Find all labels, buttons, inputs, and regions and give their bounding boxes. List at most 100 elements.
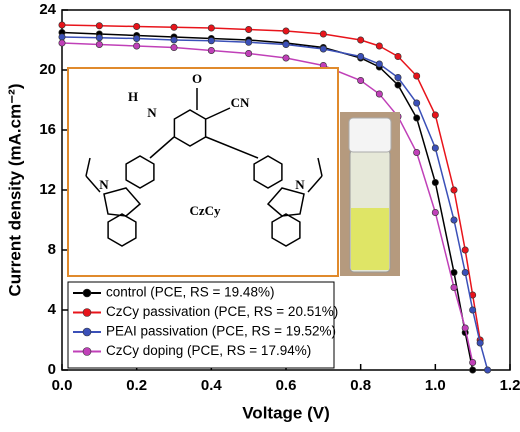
data-point	[450, 268, 458, 276]
data-point	[394, 81, 402, 89]
x-tick-label: 0.4	[201, 377, 223, 394]
data-point	[375, 90, 383, 98]
data-point	[450, 216, 458, 224]
atom-label: H	[128, 89, 138, 104]
ring	[107, 213, 137, 247]
ring	[103, 187, 142, 217]
inset: O H N CN CzCy N N	[67, 67, 400, 277]
x-tick-label: 0.0	[52, 377, 73, 394]
data-point	[413, 99, 421, 107]
data-point	[319, 30, 327, 38]
data-point	[431, 179, 439, 187]
x-tick-label: 0.2	[126, 377, 147, 394]
data-point	[133, 22, 141, 30]
data-point	[133, 34, 141, 42]
legend-marker	[82, 327, 92, 337]
data-point	[207, 37, 215, 45]
data-point	[394, 74, 402, 82]
y-tick-label: 0	[48, 361, 56, 378]
data-point	[394, 52, 402, 60]
data-point	[282, 54, 290, 62]
atom-label: N	[99, 177, 109, 192]
vial-liquid	[351, 208, 389, 270]
ring	[253, 155, 283, 189]
y-tick-label: 16	[39, 121, 56, 138]
data-point	[245, 38, 253, 46]
data-point	[319, 45, 327, 53]
compound-label: CzCy	[189, 203, 221, 218]
x-tick-label: 0.8	[350, 377, 371, 394]
data-point	[476, 339, 484, 347]
ring	[271, 213, 301, 247]
data-point	[375, 42, 383, 50]
data-point	[58, 33, 66, 41]
atom-label: N	[295, 177, 305, 192]
data-point	[357, 36, 365, 44]
data-point	[207, 24, 215, 32]
legend-marker	[82, 347, 92, 356]
legend-label: PEAI passivation (PCE, RS = 19.52%)	[106, 324, 336, 339]
legend-frame	[67, 281, 335, 369]
x-tick-label: 1.2	[500, 377, 520, 394]
data-point	[95, 34, 103, 42]
data-point	[357, 52, 365, 60]
data-point	[431, 209, 439, 217]
data-point	[469, 358, 477, 366]
x-tick-label: 1.0	[425, 377, 446, 394]
data-point	[170, 23, 178, 31]
data-point	[95, 40, 103, 48]
legend-label: control (PCE, RS = 19.48%)	[106, 285, 274, 300]
data-point	[450, 283, 458, 291]
data-point	[245, 25, 253, 33]
series-line	[61, 36, 489, 371]
data-point	[133, 42, 141, 50]
molecule	[85, 88, 323, 247]
data-point	[170, 43, 178, 51]
atom-label: N	[147, 105, 157, 120]
data-point	[375, 60, 383, 68]
data-point	[461, 324, 469, 332]
data-point	[484, 366, 492, 374]
y-tick-label: 20	[39, 61, 56, 78]
bond	[85, 175, 101, 193]
ring	[173, 109, 207, 147]
legend-marker	[82, 288, 92, 298]
data-point	[469, 366, 477, 374]
data-point	[413, 72, 421, 80]
data-point	[431, 111, 439, 119]
vial-cap	[348, 117, 392, 153]
data-point	[282, 27, 290, 35]
data-point	[95, 22, 103, 30]
data-point	[357, 77, 365, 85]
bond	[307, 175, 323, 193]
y-tick-label: 4	[48, 301, 57, 318]
x-axis-title: Voltage (V)	[242, 403, 330, 422]
data-point	[58, 39, 66, 47]
data-point	[170, 36, 178, 44]
atom-label: CN	[231, 95, 250, 110]
y-axis-title: Current density (mA.cm⁻²)	[5, 84, 24, 297]
data-point	[413, 149, 421, 157]
data-point	[207, 46, 215, 54]
ring	[125, 155, 155, 189]
data-point	[431, 144, 439, 152]
data-point	[469, 306, 477, 314]
bond	[85, 157, 91, 177]
y-tick-label: 8	[48, 241, 56, 258]
series-line	[61, 42, 474, 363]
data-point	[245, 49, 253, 57]
y-tick-label: 24	[39, 1, 56, 18]
legend-label: CzCy passivation (PCE, RS = 20.51%)	[106, 304, 338, 319]
data-point	[282, 40, 290, 48]
data-point	[413, 114, 421, 122]
data-point	[58, 21, 66, 29]
y-tick-label: 12	[39, 181, 56, 198]
bond	[317, 157, 323, 177]
atom-label: O	[192, 71, 202, 86]
data-point	[461, 268, 469, 276]
data-point	[461, 246, 469, 254]
x-tick-label: 0.6	[276, 377, 297, 394]
bond	[205, 107, 231, 120]
data-point	[450, 186, 458, 194]
